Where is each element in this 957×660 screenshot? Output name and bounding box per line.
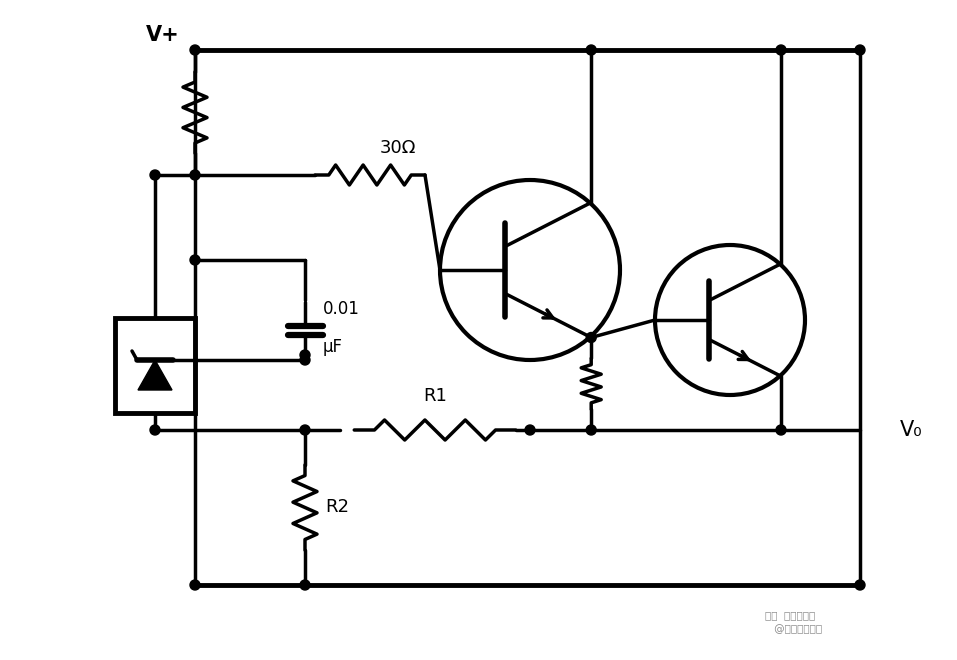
Circle shape: [587, 45, 596, 55]
Text: μF: μF: [323, 338, 343, 356]
Circle shape: [300, 425, 310, 435]
Text: V+: V+: [146, 25, 180, 45]
Circle shape: [525, 425, 535, 435]
Circle shape: [300, 355, 310, 365]
Bar: [115, 317, 195, 412]
Text: R1: R1: [423, 387, 447, 405]
Circle shape: [150, 170, 160, 180]
Circle shape: [587, 333, 596, 343]
Circle shape: [190, 580, 200, 590]
Circle shape: [776, 425, 786, 435]
Circle shape: [587, 425, 596, 435]
Text: 0.01: 0.01: [323, 300, 360, 318]
Polygon shape: [138, 360, 172, 390]
Circle shape: [855, 45, 865, 55]
Circle shape: [190, 170, 200, 180]
Circle shape: [300, 580, 310, 590]
Text: 头条  电路一通通
     @李工次元器件: 头条 电路一通通 @李工次元器件: [758, 610, 822, 634]
Text: 30Ω: 30Ω: [380, 139, 416, 157]
Circle shape: [855, 580, 865, 590]
Circle shape: [300, 350, 310, 360]
Circle shape: [776, 45, 786, 55]
Text: V₀: V₀: [900, 420, 923, 440]
Circle shape: [150, 425, 160, 435]
Text: R2: R2: [325, 498, 349, 517]
Circle shape: [190, 255, 200, 265]
Circle shape: [190, 45, 200, 55]
